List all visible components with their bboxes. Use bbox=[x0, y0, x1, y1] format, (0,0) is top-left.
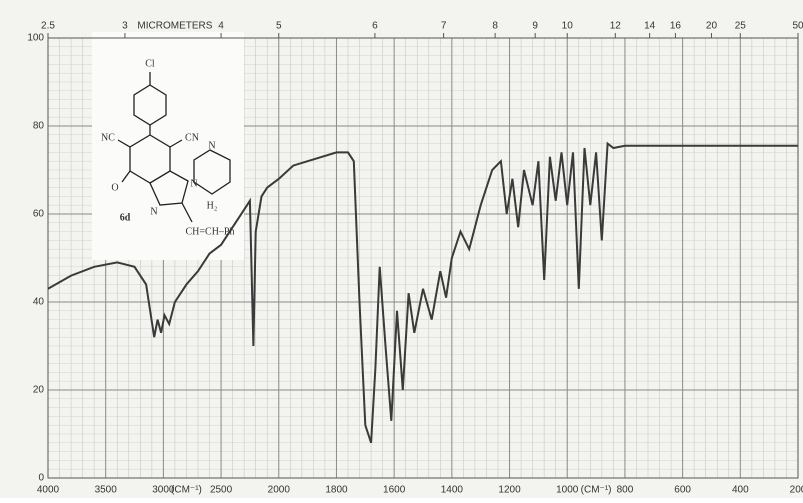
x-tick-label: 400 bbox=[732, 485, 749, 496]
x2-tick-label: 10 bbox=[562, 21, 574, 32]
x-tick-label: 4000 bbox=[37, 485, 60, 496]
x2-tick-label: 12 bbox=[610, 21, 622, 32]
x-tick-label: 200 bbox=[790, 485, 803, 496]
y-tick-label: 100 bbox=[27, 33, 44, 44]
x2-tick-label: 6 bbox=[372, 21, 378, 32]
x2-axis-label: MICROMETERS bbox=[137, 21, 212, 32]
x2-tick-label: 14 bbox=[644, 21, 656, 32]
x-tick-label: 1200 bbox=[498, 485, 521, 496]
x2-tick-label: 20 bbox=[706, 21, 718, 32]
structure bbox=[92, 32, 244, 260]
structure-label: N bbox=[150, 206, 157, 217]
plot-frame bbox=[47, 37, 799, 479]
x2-tick-label: 7 bbox=[441, 21, 447, 32]
structure-label: 6d bbox=[120, 212, 131, 223]
y-tick-label: 60 bbox=[33, 209, 45, 220]
x-tick-label: 600 bbox=[674, 485, 691, 496]
x2-tick-label: 25 bbox=[735, 21, 747, 32]
x2-tick-label: 2.5 bbox=[41, 21, 55, 32]
x2-tick-label: 5 bbox=[276, 21, 282, 32]
x-tick-label: 3000 bbox=[152, 485, 175, 496]
y-tick-label: 40 bbox=[33, 297, 45, 308]
x-tick-label: 1800 bbox=[325, 485, 348, 496]
spectrum-line bbox=[47, 141, 798, 444]
y-tick-label: 0 bbox=[38, 473, 44, 484]
x2-tick-label: 4 bbox=[218, 21, 224, 32]
x-axis-label: (CM⁻¹) bbox=[171, 485, 202, 496]
structure-label: Cl bbox=[145, 58, 155, 69]
structure-label: O bbox=[111, 182, 118, 193]
x-tick-label: 2500 bbox=[210, 485, 233, 496]
x-axis-label: (CM⁻¹) bbox=[581, 485, 612, 496]
x-tick-label: 1400 bbox=[441, 485, 464, 496]
y-tick-label: 80 bbox=[33, 121, 45, 132]
x-tick-label: 800 bbox=[617, 485, 634, 496]
y-tick-label: 20 bbox=[33, 385, 45, 396]
x2-tick-label: 16 bbox=[670, 21, 682, 32]
x-tick-label: 2000 bbox=[268, 485, 291, 496]
structure-label: N bbox=[190, 178, 197, 189]
x-tick-label: 3500 bbox=[95, 485, 118, 496]
structure-label: CH=CH–Ph bbox=[186, 226, 235, 237]
x2-tick-label: 8 bbox=[492, 21, 498, 32]
structure-label: N bbox=[208, 140, 215, 151]
structure-label: NC bbox=[101, 132, 115, 143]
structure-label: CN bbox=[185, 132, 199, 143]
x-tick-label: 1000 bbox=[556, 485, 579, 496]
x2-tick-label: 50 bbox=[792, 21, 803, 32]
x2-tick-label: 9 bbox=[532, 21, 538, 32]
x2-tick-label: 3 bbox=[122, 21, 128, 32]
structure-label: H₂ bbox=[207, 200, 218, 211]
x-tick-label: 1600 bbox=[383, 485, 406, 496]
